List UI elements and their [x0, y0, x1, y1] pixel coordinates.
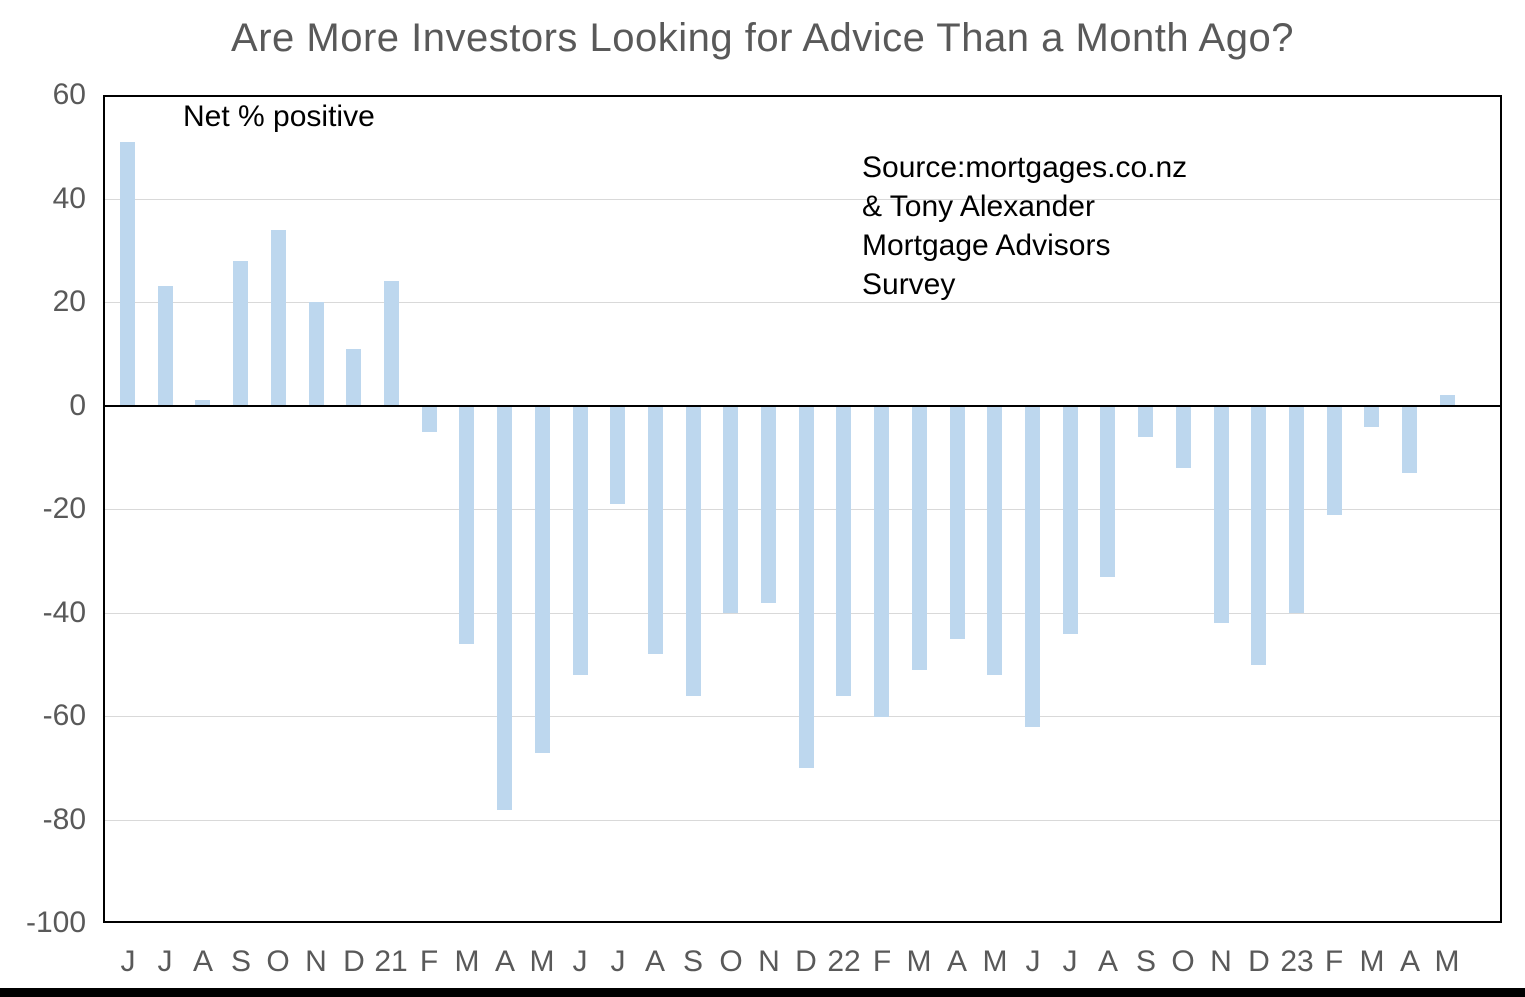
bar-S-27 [1138, 406, 1153, 437]
annotation-net-percent-positive: Net % positive [183, 100, 375, 133]
bar-S-3 [233, 261, 248, 406]
bar-21-7 [384, 281, 399, 405]
x-tick-label-20-F: F [872, 945, 892, 978]
plot-border [103, 95, 1502, 923]
x-tick-label-7-21: 21 [374, 945, 408, 978]
bar-N-5 [309, 302, 324, 406]
bar-D-18 [799, 406, 814, 768]
x-tick-label-25-J: J [1062, 945, 1078, 978]
bar-M-11 [535, 406, 550, 753]
x-tick-label-12-J: J [572, 945, 588, 978]
gridline [103, 199, 1502, 200]
y-tick-label-40: 40 [52, 182, 86, 215]
x-tick-label-17-N: N [758, 945, 780, 978]
gridline [103, 820, 1502, 821]
bar-O-16 [723, 406, 738, 613]
bar-M-35 [1440, 395, 1455, 405]
bar-22-19 [836, 406, 851, 696]
bar-A-10 [497, 406, 512, 810]
x-tick-label-24-J: J [1025, 945, 1041, 978]
bar-J-13 [610, 406, 625, 504]
y-tick-label--20: -20 [42, 492, 86, 525]
source-line: Survey [862, 268, 956, 301]
x-tick-label-22-A: A [946, 945, 967, 978]
bar-A-22 [950, 406, 965, 639]
y-tick-label--60: -60 [42, 699, 86, 732]
x-tick-label-14-A: A [644, 945, 665, 978]
x-tick-label-19-22: 22 [827, 945, 861, 978]
x-tick-label-10-A: A [494, 945, 515, 978]
x-tick-label-33-M: M [1359, 945, 1385, 978]
source-line: Source:mortgages.co.nz [862, 151, 1188, 184]
x-tick-label-31-23: 23 [1280, 945, 1314, 978]
bar-A-34 [1402, 406, 1417, 473]
bar-A-26 [1100, 406, 1115, 577]
gridline [103, 302, 1502, 303]
y-tick-label-60: 60 [52, 78, 86, 111]
x-tick-label-28-O: O [1171, 945, 1195, 978]
y-tick-label--80: -80 [42, 803, 86, 836]
x-tick-label-16-O: O [719, 945, 743, 978]
bar-J-1 [158, 286, 173, 405]
x-tick-label-3-S: S [230, 945, 251, 978]
bar-J-12 [573, 406, 588, 675]
x-tick-label-5-N: N [305, 945, 327, 978]
x-tick-label-13-J: J [610, 945, 626, 978]
bar-F-8 [422, 406, 437, 432]
y-tick-label--40: -40 [42, 596, 86, 629]
bar-D-6 [346, 349, 361, 406]
x-tick-label-34-A: A [1399, 945, 1420, 978]
x-tick-label-26-A: A [1097, 945, 1118, 978]
x-tick-label-0-J: J [120, 945, 136, 978]
bar-M-23 [987, 406, 1002, 675]
x-tick-label-27-S: S [1135, 945, 1156, 978]
x-tick-label-8-F: F [419, 945, 439, 978]
source-line: & Tony Alexander [862, 190, 1095, 223]
x-tick-label-18-D: D [795, 945, 817, 978]
bar-J-25 [1063, 406, 1078, 634]
x-tick-label-21-M: M [906, 945, 932, 978]
bar-A-2 [195, 400, 210, 405]
x-tick-label-32-F: F [1324, 945, 1344, 978]
x-tick-label-6-D: D [343, 945, 365, 978]
x-tick-label-29-N: N [1210, 945, 1232, 978]
window-bottom-strip [0, 988, 1525, 997]
zero-axis-line [103, 405, 1502, 407]
bar-N-29 [1214, 406, 1229, 623]
x-tick-label-11-M: M [529, 945, 555, 978]
y-tick-label-0: 0 [69, 389, 86, 422]
source-attribution: Source:mortgages.co.nz & Tony Alexander … [862, 148, 1187, 304]
bar-S-15 [686, 406, 701, 696]
bar-M-33 [1364, 406, 1379, 427]
bar-F-20 [874, 406, 889, 717]
chart-title: Are More Investors Looking for Advice Th… [231, 16, 1294, 60]
x-tick-label-2-A: A [192, 945, 213, 978]
x-tick-label-30-D: D [1248, 945, 1270, 978]
y-tick-label-20: 20 [52, 285, 86, 318]
bar-M-9 [459, 406, 474, 644]
bar-23-31 [1289, 406, 1304, 613]
bar-O-4 [271, 230, 286, 406]
bar-J-0 [120, 142, 135, 406]
bar-A-14 [648, 406, 663, 654]
y-tick-label--100: -100 [25, 906, 86, 939]
bar-F-32 [1327, 406, 1342, 515]
bar-D-30 [1251, 406, 1266, 665]
bar-M-21 [912, 406, 927, 670]
bar-J-24 [1025, 406, 1040, 727]
bar-N-17 [761, 406, 776, 603]
x-tick-label-23-M: M [982, 945, 1008, 978]
x-tick-label-4-O: O [266, 945, 290, 978]
x-tick-label-9-M: M [454, 945, 480, 978]
source-line: Mortgage Advisors [862, 229, 1111, 262]
x-tick-label-35-M: M [1434, 945, 1460, 978]
x-tick-label-15-S: S [682, 945, 703, 978]
x-tick-label-1-J: J [157, 945, 173, 978]
bar-O-28 [1176, 406, 1191, 468]
